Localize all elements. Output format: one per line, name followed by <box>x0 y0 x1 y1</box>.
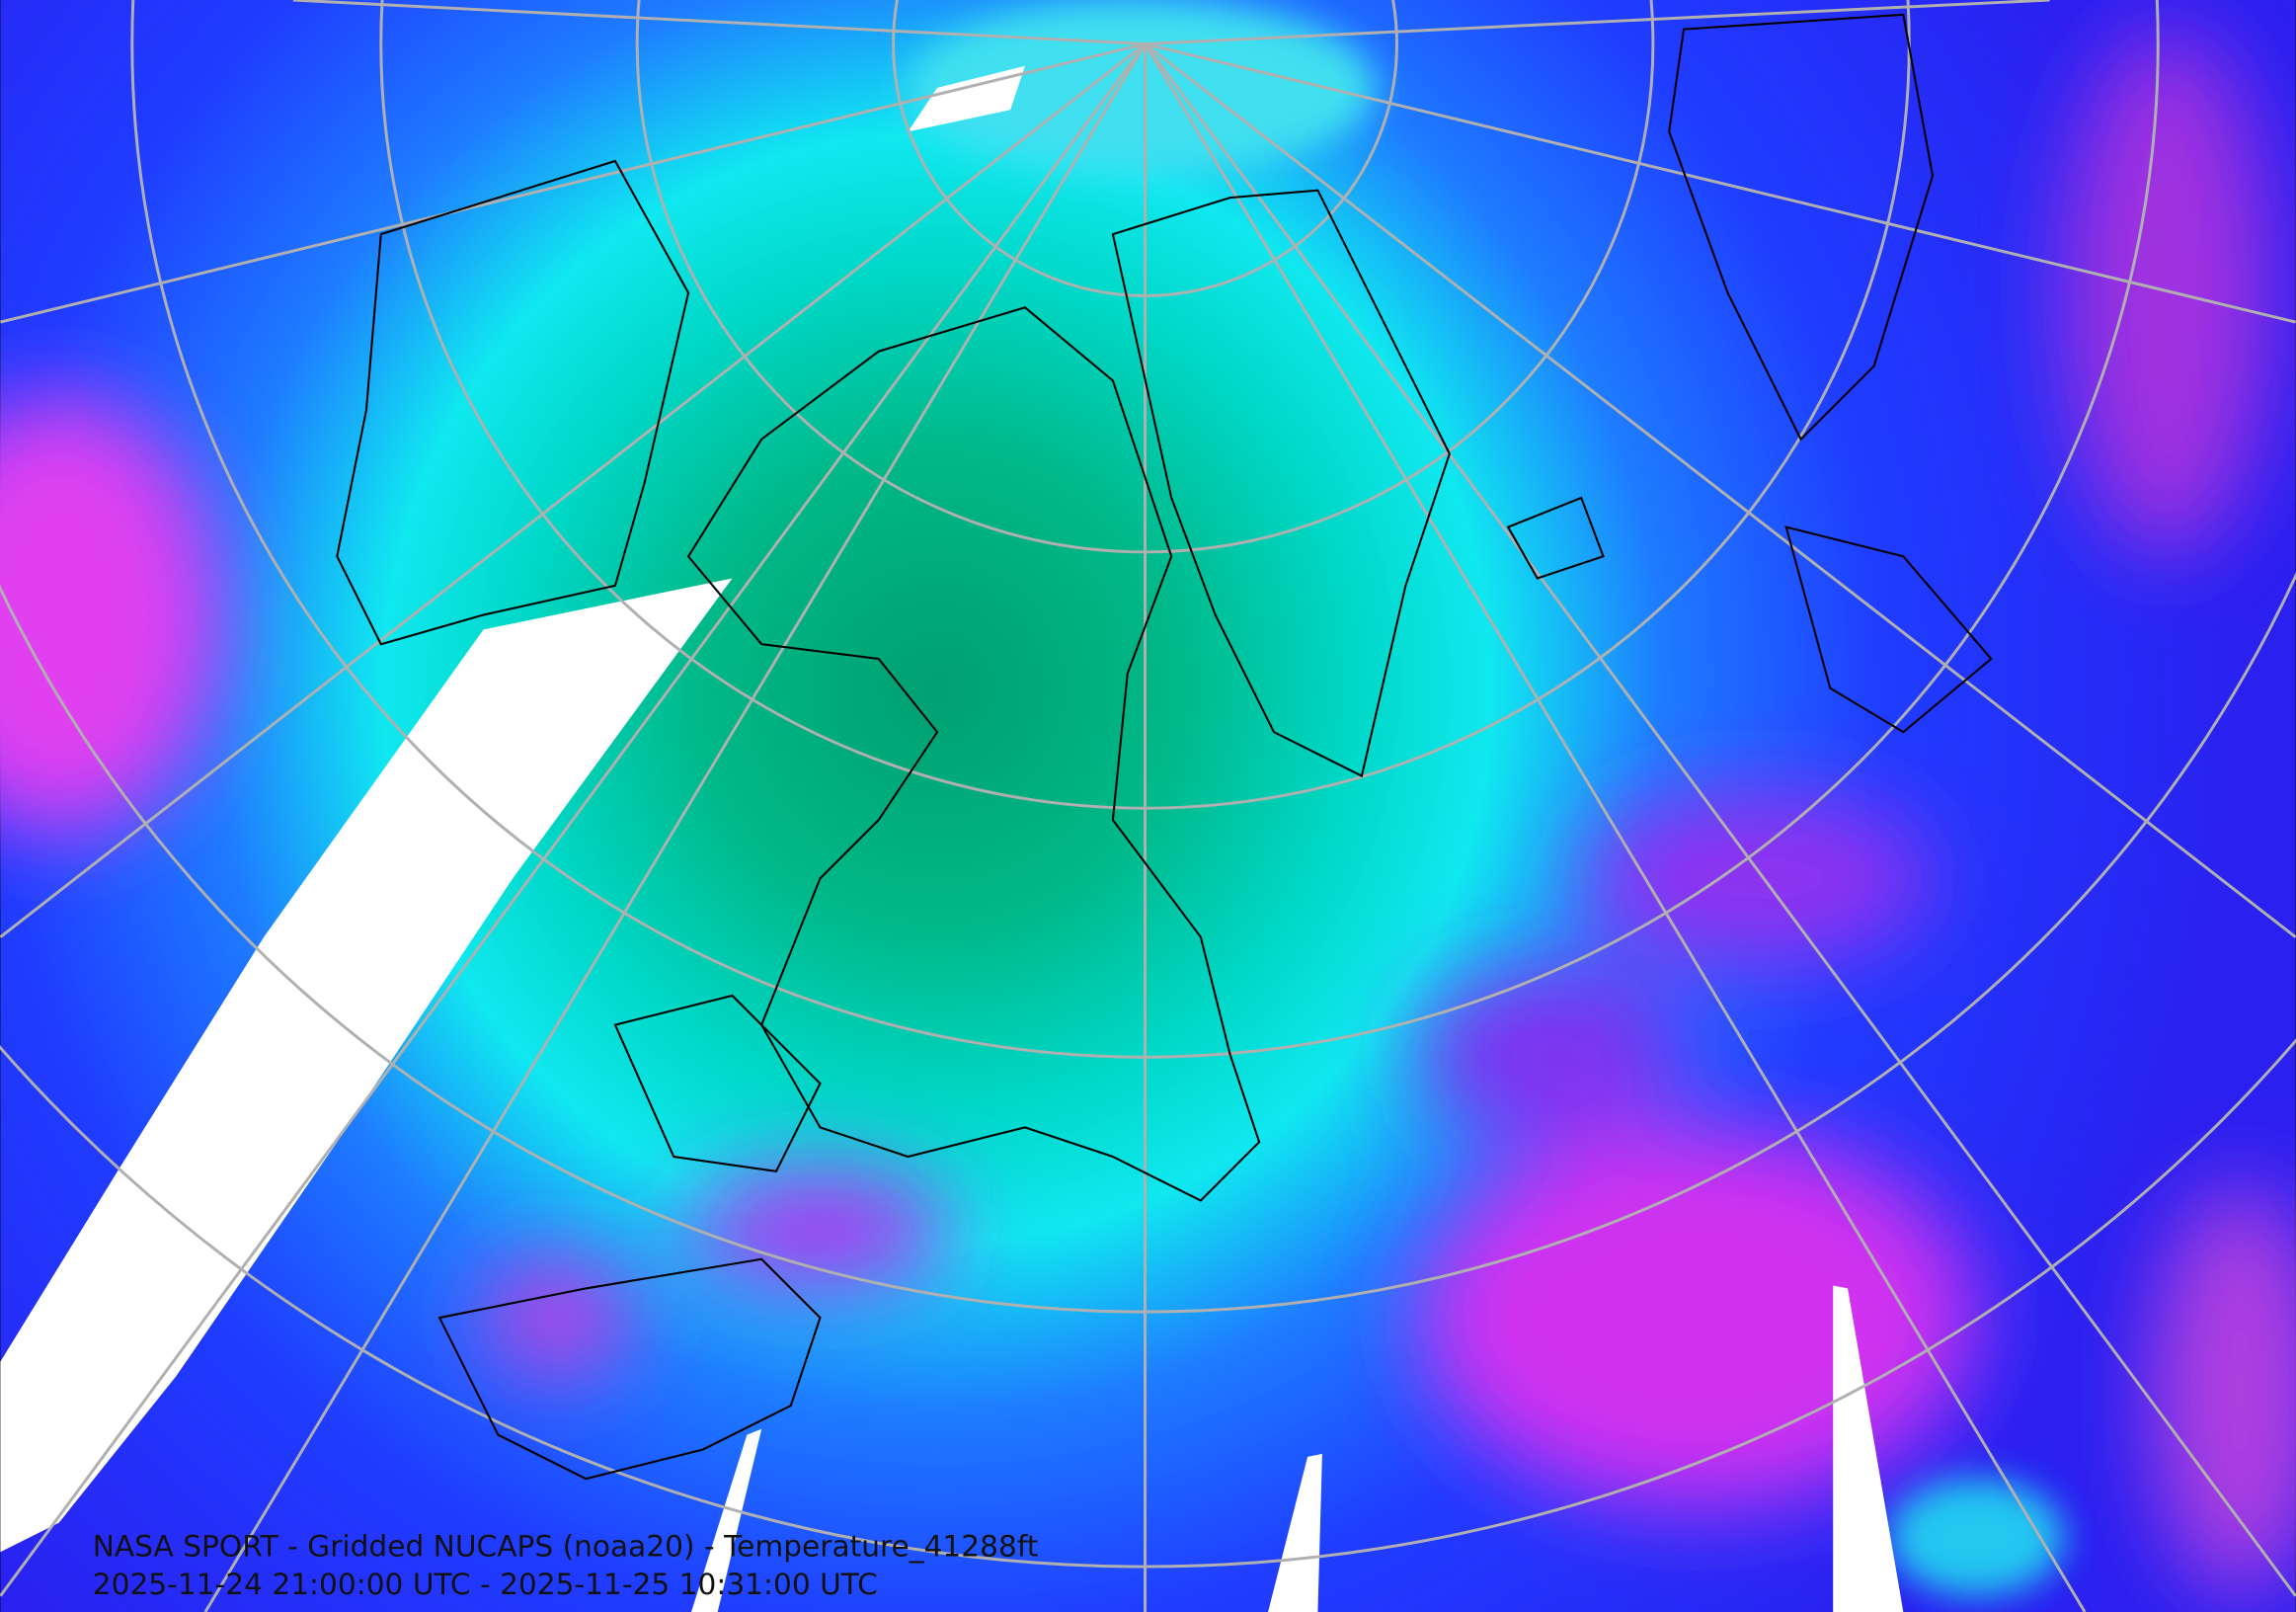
map-title: NASA SPORT - Gridded NUCAPS (noaa20) - T… <box>93 1529 1039 1564</box>
data-gaps <box>0 65 1904 1612</box>
coastlines <box>336 13 1993 1481</box>
time-range: 2025-11-24 21:00:00 UTC - 2025-11-25 10:… <box>93 1567 878 1601</box>
